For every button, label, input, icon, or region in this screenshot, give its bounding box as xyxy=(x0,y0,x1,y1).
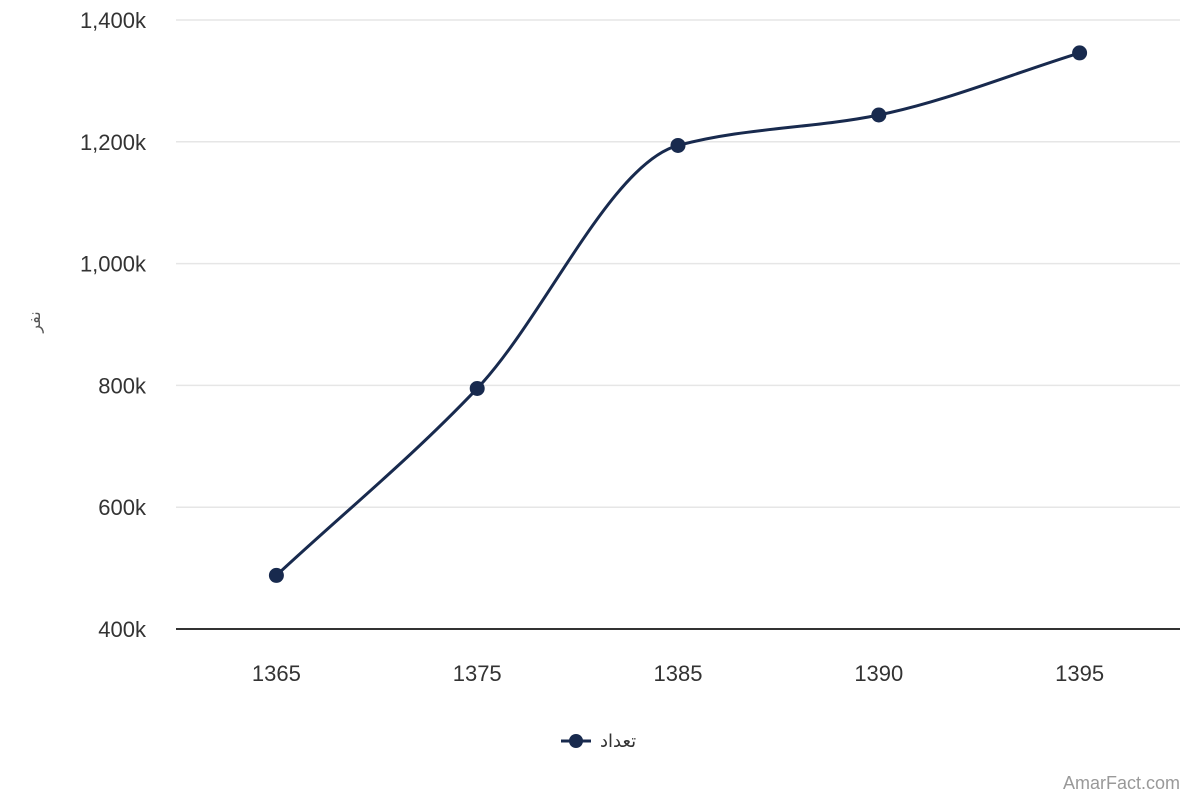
data-point[interactable] xyxy=(1072,45,1088,61)
grid-lines xyxy=(176,19,1180,508)
data-point[interactable] xyxy=(469,380,485,396)
x-tick-label: 1375 xyxy=(453,661,502,686)
y-axis-label: نفر xyxy=(25,311,45,333)
legend[interactable]: تعداد xyxy=(561,731,636,752)
y-tick-label: 1,200k xyxy=(80,130,147,155)
data-point[interactable] xyxy=(268,567,284,583)
x-tick-label: 1390 xyxy=(854,661,903,686)
y-axis-tick-labels: 400k 600k 800k 1,000k 1,200k 1,400k xyxy=(80,8,147,642)
x-tick-label: 1365 xyxy=(252,661,301,686)
x-axis-tick-labels: 1365 1375 1385 1390 1395 xyxy=(252,661,1104,686)
legend-marker-icon xyxy=(569,734,583,748)
credit-link[interactable]: AmarFact.com xyxy=(1062,773,1180,793)
y-tick-label: 1,000k xyxy=(80,252,147,277)
legend-label: تعداد xyxy=(600,731,636,752)
y-tick-label: 400k xyxy=(98,617,147,642)
series-line xyxy=(275,51,1081,577)
series-group xyxy=(268,45,1088,583)
data-point[interactable] xyxy=(670,137,686,153)
x-tick-label: 1385 xyxy=(654,661,703,686)
y-tick-label: 800k xyxy=(98,373,147,398)
y-tick-label: 1,400k xyxy=(80,8,147,33)
y-tick-label: 600k xyxy=(98,495,147,520)
data-point[interactable] xyxy=(871,107,887,123)
x-tick-label: 1395 xyxy=(1055,661,1104,686)
